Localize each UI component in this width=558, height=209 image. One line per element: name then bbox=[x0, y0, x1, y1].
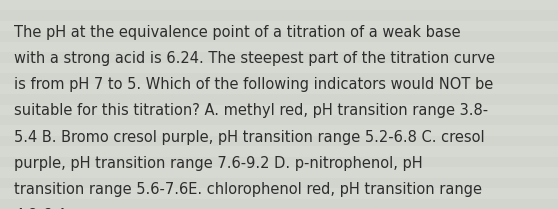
Bar bbox=[0, 0, 558, 10]
Bar bbox=[0, 42, 558, 52]
Text: is from pH 7 to 5. Which of the following indicators would NOT be: is from pH 7 to 5. Which of the followin… bbox=[14, 77, 493, 92]
Bar bbox=[0, 73, 558, 84]
Text: suitable for this titration? A. methyl red, pH transition range 3.8-: suitable for this titration? A. methyl r… bbox=[14, 103, 488, 119]
Bar bbox=[0, 157, 558, 167]
Bar bbox=[0, 115, 558, 125]
Text: with a strong acid is 6.24. The steepest part of the titration curve: with a strong acid is 6.24. The steepest… bbox=[14, 51, 495, 66]
Bar bbox=[0, 94, 558, 104]
Bar bbox=[0, 146, 558, 157]
Bar bbox=[0, 63, 558, 73]
Text: transition range 5.6-7.6E. chlorophenol red, pH transition range: transition range 5.6-7.6E. chlorophenol … bbox=[14, 182, 482, 197]
Bar bbox=[0, 167, 558, 178]
Bar bbox=[0, 136, 558, 146]
Text: The pH at the equivalence point of a titration of a weak base: The pH at the equivalence point of a tit… bbox=[14, 25, 460, 40]
Text: purple, pH transition range 7.6-9.2 D. p-nitrophenol, pH: purple, pH transition range 7.6-9.2 D. p… bbox=[14, 156, 422, 171]
Bar bbox=[0, 188, 558, 199]
Bar bbox=[0, 52, 558, 63]
Bar bbox=[0, 104, 558, 115]
Bar bbox=[0, 10, 558, 21]
Bar bbox=[0, 31, 558, 42]
Bar bbox=[0, 84, 558, 94]
Text: 5.4 B. Bromo cresol purple, pH transition range 5.2-6.8 C. cresol: 5.4 B. Bromo cresol purple, pH transitio… bbox=[14, 130, 484, 145]
Bar bbox=[0, 21, 558, 31]
Bar bbox=[0, 178, 558, 188]
Bar bbox=[0, 125, 558, 136]
Bar bbox=[0, 199, 558, 209]
Text: 4.8-6.4: 4.8-6.4 bbox=[14, 208, 66, 209]
